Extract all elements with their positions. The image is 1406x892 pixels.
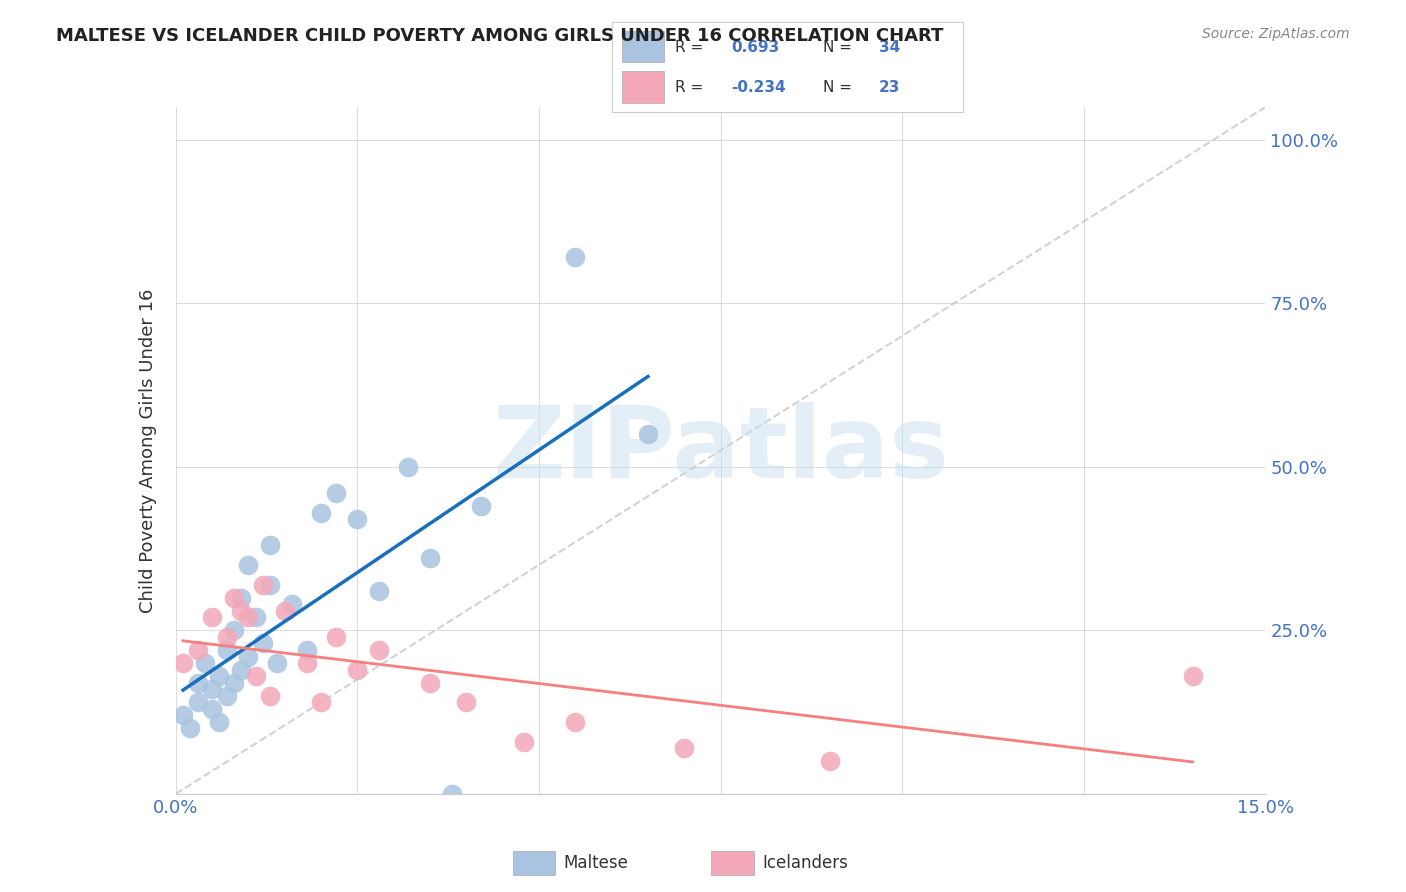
Point bbox=[215, 643, 238, 657]
Point bbox=[309, 695, 332, 709]
Point bbox=[673, 741, 696, 756]
Point bbox=[238, 558, 260, 572]
Point bbox=[513, 734, 536, 748]
FancyBboxPatch shape bbox=[621, 31, 665, 62]
Point bbox=[172, 708, 194, 723]
Point bbox=[194, 656, 217, 670]
Point bbox=[179, 722, 201, 736]
Point bbox=[309, 506, 332, 520]
Point bbox=[208, 714, 231, 729]
Point bbox=[419, 551, 441, 566]
Point bbox=[295, 643, 318, 657]
Point bbox=[252, 636, 274, 650]
FancyBboxPatch shape bbox=[621, 71, 665, 103]
Point bbox=[245, 669, 267, 683]
Text: N =: N = bbox=[823, 40, 852, 54]
Point bbox=[245, 610, 267, 624]
Point bbox=[456, 695, 478, 709]
Point bbox=[1181, 669, 1204, 683]
Point bbox=[259, 689, 281, 703]
Point bbox=[419, 675, 441, 690]
Text: 34: 34 bbox=[879, 40, 900, 54]
Point bbox=[186, 695, 209, 709]
Point bbox=[259, 577, 281, 591]
Point bbox=[238, 610, 260, 624]
Point bbox=[252, 577, 274, 591]
Point bbox=[231, 663, 253, 677]
Point bbox=[281, 597, 304, 611]
Point bbox=[231, 604, 253, 618]
Point bbox=[222, 624, 245, 638]
Point bbox=[396, 459, 419, 474]
Text: 0.693: 0.693 bbox=[731, 40, 779, 54]
Text: Icelanders: Icelanders bbox=[762, 854, 848, 872]
FancyBboxPatch shape bbox=[711, 851, 754, 875]
Point bbox=[238, 649, 260, 664]
Point bbox=[295, 656, 318, 670]
Text: Maltese: Maltese bbox=[564, 854, 628, 872]
Point bbox=[818, 754, 841, 768]
Point bbox=[368, 643, 391, 657]
Point bbox=[222, 591, 245, 605]
Point bbox=[215, 630, 238, 644]
Point bbox=[259, 538, 281, 552]
Point bbox=[564, 714, 586, 729]
Text: 23: 23 bbox=[879, 80, 900, 95]
Point bbox=[201, 682, 224, 697]
Point bbox=[201, 610, 224, 624]
Point bbox=[215, 689, 238, 703]
Point bbox=[325, 486, 347, 500]
Point bbox=[564, 251, 586, 265]
Text: -0.234: -0.234 bbox=[731, 80, 786, 95]
Point bbox=[346, 663, 368, 677]
Point bbox=[186, 643, 209, 657]
Point bbox=[470, 499, 492, 513]
FancyBboxPatch shape bbox=[513, 851, 555, 875]
Point bbox=[325, 630, 347, 644]
Text: N =: N = bbox=[823, 80, 852, 95]
Point bbox=[201, 702, 224, 716]
Point bbox=[222, 675, 245, 690]
Point bbox=[368, 584, 391, 599]
Text: MALTESE VS ICELANDER CHILD POVERTY AMONG GIRLS UNDER 16 CORRELATION CHART: MALTESE VS ICELANDER CHILD POVERTY AMONG… bbox=[56, 27, 943, 45]
Text: R =: R = bbox=[675, 80, 703, 95]
Point bbox=[637, 427, 659, 442]
Point bbox=[346, 512, 368, 526]
Point bbox=[440, 787, 463, 801]
Text: Source: ZipAtlas.com: Source: ZipAtlas.com bbox=[1202, 27, 1350, 41]
Point bbox=[172, 656, 194, 670]
Point bbox=[186, 675, 209, 690]
Point bbox=[266, 656, 288, 670]
Text: ZIPatlas: ZIPatlas bbox=[492, 402, 949, 499]
Y-axis label: Child Poverty Among Girls Under 16: Child Poverty Among Girls Under 16 bbox=[139, 288, 157, 613]
Text: R =: R = bbox=[675, 40, 703, 54]
Point bbox=[208, 669, 231, 683]
Point bbox=[231, 591, 253, 605]
Point bbox=[274, 604, 297, 618]
